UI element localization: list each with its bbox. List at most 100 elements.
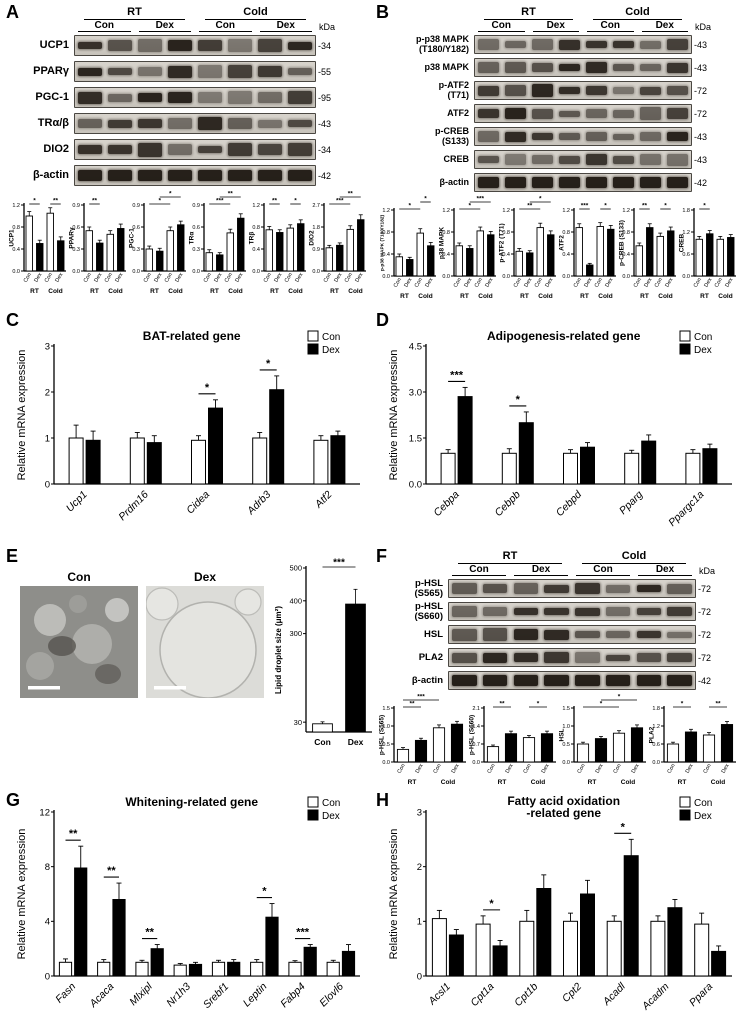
- y-tick-label: 1.2: [562, 208, 570, 214]
- bar-dex-nr1h3: [188, 963, 203, 977]
- y-tick-label: 0.8: [442, 230, 450, 236]
- x-group-label-rt: RT: [408, 779, 417, 786]
- blot-image: [474, 127, 692, 147]
- blot-band: [585, 62, 608, 74]
- bar-con-2: [166, 230, 174, 272]
- bar-dex-1: [706, 233, 714, 277]
- x-group-label-cold: Cold: [288, 288, 302, 295]
- blot-header: RT Cold Con Dex Con Dex kDa: [390, 550, 748, 577]
- bar-dex-3: [450, 723, 464, 763]
- blot-lane-dex-3: Dex: [638, 564, 692, 577]
- bar-con-0: [635, 245, 643, 277]
- blot-band: [108, 119, 132, 128]
- x-category-label: Ucp1: [64, 489, 90, 515]
- x-category-label: Dex: [415, 763, 425, 775]
- bar-con-pparg: [624, 452, 640, 485]
- x-category-label: Cpt2: [560, 981, 584, 1005]
- bar-con-ppargc1a: [685, 452, 701, 485]
- bar-dex-ppargc1a: [702, 448, 718, 485]
- significance-label: *: [516, 394, 521, 406]
- x-category-label: Dex: [273, 272, 283, 284]
- significance-label: *: [539, 196, 542, 203]
- panel-h: H 0 1 2 3 Relative mRNA expression Con Dex Fatt…: [376, 790, 748, 1034]
- significance-label: **: [272, 198, 278, 205]
- bar-con-0: [695, 238, 703, 277]
- blot-group-cold: Cold: [593, 6, 682, 20]
- blot-image: [474, 104, 692, 124]
- bar-dex-3: [357, 219, 365, 272]
- y-axis-label: PPARγ: [69, 227, 76, 249]
- em-structure: [105, 598, 129, 622]
- blot-band: [636, 675, 662, 686]
- bar-dex-1: [336, 244, 344, 272]
- blot-band: [585, 109, 608, 118]
- y-axis-label: p-CREB (S133): [619, 220, 626, 266]
- x-category-label: Dex: [631, 763, 641, 775]
- x-category-label: Con: [414, 277, 424, 289]
- bar-dex-1: [36, 243, 44, 272]
- y-axis-label: Relative mRNA expression: [16, 829, 28, 960]
- legend-swatch-dex: [307, 809, 319, 821]
- quant-chart-hsl: 0.0 0.5 1.0 1.5 HSL Con Dex Con Dex RT Cold * *: [559, 694, 646, 786]
- panel-g-label: G: [6, 790, 21, 810]
- bar-dex-1: [526, 252, 534, 277]
- x-category-label: Dex: [424, 277, 434, 289]
- scale-bar: [154, 686, 186, 690]
- blot-band: [639, 86, 662, 95]
- significance-label: *: [205, 382, 210, 394]
- x-group-label-rt: RT: [90, 288, 99, 295]
- significance-label: **: [107, 865, 116, 877]
- blot-row: CREB -43: [390, 150, 748, 170]
- y-tick-label: 4: [45, 917, 50, 928]
- x-group-label-cold: Cold: [348, 288, 362, 295]
- x-group-label-rt: RT: [640, 293, 649, 300]
- quant-chart-phsl565: 0.0 0.5 1.0 1.5 p-HSL (S565) Con Dex Con Dex RT Co…: [379, 694, 466, 786]
- x-category-label: Con: [474, 277, 484, 289]
- panel-f: F RT Cold Con Dex Con Dex kDa p-HSL (S565) -72 p-…: [376, 546, 748, 790]
- panel-b-quant-charts: 0.0 0.4 0.8 1.2 p-p38 MAPK (T180/Y182) Con Dex…: [378, 196, 748, 300]
- x-category-label: Dex: [294, 272, 304, 284]
- bat-gene-chart: 0 1 2 3 Relative mRNA expression Con Dex BAT-re…: [16, 329, 360, 523]
- kda-value: -55: [318, 66, 332, 77]
- blot-protein-label: β-actin: [32, 169, 69, 182]
- blot-band: [504, 108, 527, 120]
- blot-band: [531, 154, 554, 165]
- blot-band: [108, 39, 132, 52]
- bar-con-0: [265, 229, 273, 272]
- blot-image: [474, 150, 692, 170]
- kda-value: -72: [694, 108, 708, 119]
- y-tick-label: 0.8: [502, 230, 510, 236]
- bar-dex-3: [237, 217, 245, 272]
- bar-con-2: [432, 727, 446, 763]
- y-tick-label: 0.9: [132, 203, 140, 209]
- kda-value: -43: [694, 131, 708, 142]
- y-tick-label: 4.5: [409, 341, 422, 352]
- x-category-label: Con: [284, 272, 294, 284]
- bar-dex-atf2: [330, 435, 346, 485]
- panel-f-label: F: [376, 546, 387, 566]
- blot-band: [78, 42, 102, 50]
- em-structure: [48, 636, 76, 656]
- x-category-label: Cpt1a: [468, 981, 496, 1009]
- blot-band: [531, 63, 554, 73]
- x-category-label: Con: [612, 763, 622, 775]
- blot-row: p-p38 MAPK (T180/Y182) -43: [390, 35, 748, 55]
- legend-label-dex: Dex: [694, 811, 712, 822]
- em-image-dex: [145, 586, 264, 699]
- significance-label: ***: [333, 558, 345, 569]
- blot-band: [558, 39, 581, 50]
- blot-lane-dex-1: Dex: [138, 20, 191, 33]
- blot-band: [228, 38, 252, 53]
- bar-con-2: [346, 229, 354, 272]
- x-group-label-cold: Cold: [441, 779, 455, 786]
- x-category-label: Acsl1: [426, 981, 453, 1008]
- y-axis-label: p-HSL (S565): [379, 715, 386, 755]
- x-group-label-cold: Cold: [598, 293, 612, 300]
- bar-dex-cpt1a: [492, 945, 508, 977]
- blot-band: [513, 583, 539, 594]
- x-category-label: Dex: [403, 277, 413, 289]
- x-category-label: Dex: [604, 277, 614, 289]
